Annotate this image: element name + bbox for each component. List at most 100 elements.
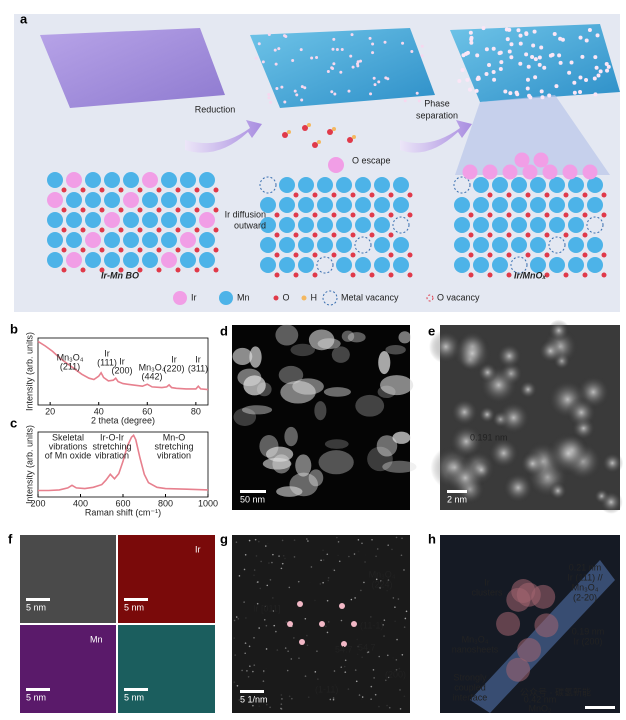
cluster [249,346,262,368]
o-atom [118,267,124,273]
ir-atom [85,232,101,248]
particle [267,32,271,36]
mn-atom [587,177,603,193]
o-atom [80,247,86,253]
noise [272,553,274,556]
noise [304,675,307,677]
noise [322,559,325,561]
mn-atom [85,192,101,208]
noise [337,541,340,543]
y-axis-label: Intensity (arb. units) [24,425,34,504]
spot [339,603,345,609]
noise [252,670,254,673]
noise [265,648,268,650]
particle [274,62,278,66]
o-atom [468,232,474,238]
noise [310,566,313,568]
particle [481,26,486,31]
mn-atom [549,257,565,273]
mn-atom [298,197,314,213]
noise [371,538,373,541]
label: O escape [352,155,391,165]
spot [351,621,357,627]
annotation: stretching [154,441,193,451]
cluster [275,324,299,346]
o-atom [468,252,474,258]
annotation: vibrations [49,441,88,451]
noise [357,645,359,648]
annotation: (200) [111,365,132,375]
noise [348,555,350,558]
o-atom [582,272,588,278]
noise [375,578,378,581]
mn-atom [317,177,333,193]
o-atom [525,232,531,238]
noise [306,644,309,647]
cluster [308,469,324,487]
label: interface [453,692,488,702]
noise [340,666,343,668]
o-atom [118,227,124,233]
o-atom [156,247,162,253]
noise [243,601,245,603]
mn-atom [549,217,565,233]
mn-atom [142,232,158,248]
noise [383,619,386,621]
noise [234,654,237,656]
particle [569,60,574,65]
noise [361,656,363,659]
ir-atom [582,164,598,180]
noise [268,562,270,564]
noise [307,696,310,698]
o-atom [468,212,474,218]
particle [524,52,529,57]
annotation: (111) [97,357,117,367]
noise [269,706,271,709]
mn-atom [374,257,390,273]
mn-atom [161,232,177,248]
y-axis-label: Intensity (arb. units) [24,332,34,411]
vacancy [259,176,277,194]
particle [518,61,523,66]
noise [332,698,335,701]
noise [366,651,369,654]
label: Ir (200) [573,636,602,646]
noise [394,620,396,623]
particle [525,77,530,82]
cluster [284,426,298,447]
particle [560,37,565,42]
h-atom [317,140,321,144]
particle [525,86,530,91]
o-atom [99,207,105,213]
particle [594,65,599,70]
particle [484,47,489,52]
noise [284,647,287,649]
label: (1-11) [315,684,338,694]
o-atom [274,252,280,258]
mn-atom [473,197,489,213]
noise [256,581,259,583]
particle [371,42,375,46]
noise [317,678,319,680]
mn-atom [454,257,470,273]
noise [367,651,370,653]
noise [281,539,284,542]
label: b [10,321,18,336]
label: 5 nm [124,602,144,612]
o-atom [506,252,512,258]
mn-atom [298,217,314,233]
o-atom [369,212,375,218]
label: Ir-Mn BO [101,270,139,280]
o-atom [302,125,308,131]
o-atom [331,192,337,198]
ir-cluster [511,579,536,604]
o-atom [369,232,375,238]
noise [361,542,363,545]
noise [378,655,381,658]
cluster [367,446,393,472]
noise [258,627,260,629]
particle [552,32,557,37]
image-f [118,625,215,713]
mn-atom [492,217,508,233]
noise [398,667,401,670]
